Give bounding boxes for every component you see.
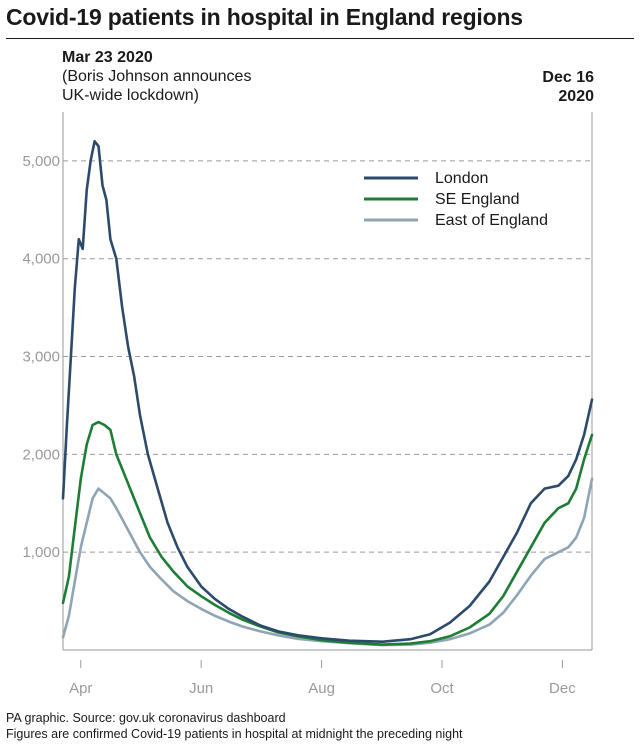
end-annotation-line1: Dec 16 <box>542 69 594 86</box>
title-rule <box>6 38 634 39</box>
line-chart: 1,000 2,000 3,000 4,000 5,000 Apr Jun Aug Oct De… <box>22 112 594 697</box>
y-tick-label: 4,000 <box>22 251 60 268</box>
legend: London SE England East of England <box>364 170 548 229</box>
legend-label-london: London <box>435 170 488 187</box>
x-tick-label: Oct <box>430 680 454 697</box>
x-tick-label: Jun <box>189 680 213 697</box>
end-annotation: Dec 16 2020 <box>542 68 594 106</box>
series-line-london <box>61 140 594 643</box>
chart-title: Covid-19 patients in hospital in England… <box>6 4 523 30</box>
start-annotation-line2: (Boris Johnson announces <box>62 68 252 85</box>
end-annotation-line2: 2020 <box>558 88 594 105</box>
start-annotation: Mar 23 2020 (Boris Johnson announces UK-… <box>62 48 251 105</box>
x-tick-label: Dec <box>549 680 576 697</box>
x-tick-label: Apr <box>69 680 92 697</box>
x-axis-ticks: Apr Jun Aug Oct Dec <box>69 660 576 697</box>
y-tick-label: 1,000 <box>22 544 60 561</box>
legend-label-east-of-england: East of England <box>435 212 548 229</box>
y-tick-label: 5,000 <box>22 153 60 170</box>
footer-source: PA graphic. Source: gov.uk coronavirus d… <box>6 711 286 725</box>
start-annotation-line3: UK-wide lockdown) <box>62 87 199 104</box>
start-annotation-date: Mar 23 2020 <box>62 49 153 66</box>
y-tick-label: 2,000 <box>22 446 60 463</box>
footer-note: Figures are confirmed Covid-19 patients … <box>6 727 463 741</box>
series-lines <box>61 140 594 647</box>
y-axis-ticks: 1,000 2,000 3,000 4,000 5,000 <box>22 153 60 561</box>
series-line-east-of-england <box>61 477 594 647</box>
series-line-se-england <box>61 420 594 646</box>
y-tick-label: 3,000 <box>22 349 60 366</box>
x-tick-label: Aug <box>308 680 335 697</box>
axes <box>62 112 593 651</box>
legend-label-se-england: SE England <box>435 191 520 208</box>
footer: PA graphic. Source: gov.uk coronavirus d… <box>6 710 463 742</box>
grid <box>63 160 592 553</box>
